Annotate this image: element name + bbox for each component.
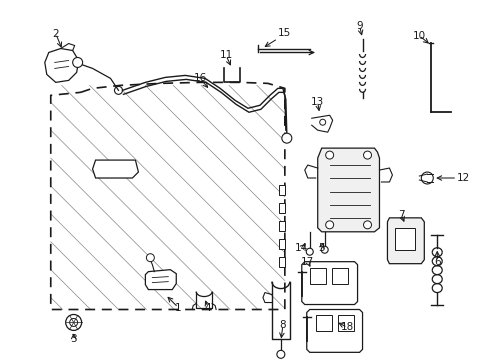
Polygon shape (45, 49, 79, 82)
Bar (309, 268, 325, 284)
Circle shape (65, 315, 81, 330)
Circle shape (146, 254, 154, 262)
Circle shape (325, 151, 333, 159)
Text: 5: 5 (318, 243, 325, 253)
Text: 16: 16 (193, 73, 206, 84)
Text: 17: 17 (301, 257, 314, 267)
Polygon shape (306, 310, 362, 352)
Circle shape (114, 86, 122, 94)
Bar (315, 315, 331, 332)
Circle shape (325, 221, 333, 229)
Bar (278, 221, 285, 231)
Circle shape (276, 350, 285, 358)
Polygon shape (92, 160, 138, 178)
Text: 10: 10 (412, 31, 425, 41)
Bar (278, 185, 285, 195)
Text: 11: 11 (219, 50, 232, 60)
Bar (331, 268, 347, 284)
Text: 8: 8 (279, 320, 285, 330)
Circle shape (363, 221, 371, 229)
Text: 6: 6 (433, 257, 440, 267)
Text: 13: 13 (310, 97, 324, 107)
Bar (337, 315, 353, 332)
Text: 9: 9 (356, 21, 362, 31)
Polygon shape (145, 270, 176, 289)
Text: 15: 15 (278, 28, 291, 37)
Text: 14: 14 (295, 243, 308, 253)
Text: 3: 3 (70, 334, 77, 345)
Circle shape (363, 151, 371, 159)
Bar (278, 239, 285, 249)
Text: 2: 2 (52, 28, 59, 39)
Bar (395, 228, 414, 250)
Circle shape (73, 58, 82, 67)
Circle shape (69, 319, 78, 327)
Polygon shape (317, 148, 379, 232)
Circle shape (421, 172, 432, 184)
Circle shape (321, 246, 327, 253)
Text: 4: 4 (204, 302, 211, 312)
Text: 1: 1 (175, 302, 181, 312)
Circle shape (305, 248, 313, 255)
Circle shape (281, 133, 291, 143)
Circle shape (319, 119, 325, 125)
Text: 7: 7 (397, 210, 404, 220)
Bar (278, 203, 285, 213)
Text: 18: 18 (340, 323, 353, 332)
Text: 12: 12 (456, 173, 469, 183)
Polygon shape (386, 218, 424, 264)
Bar (278, 257, 285, 267)
Polygon shape (301, 262, 357, 305)
